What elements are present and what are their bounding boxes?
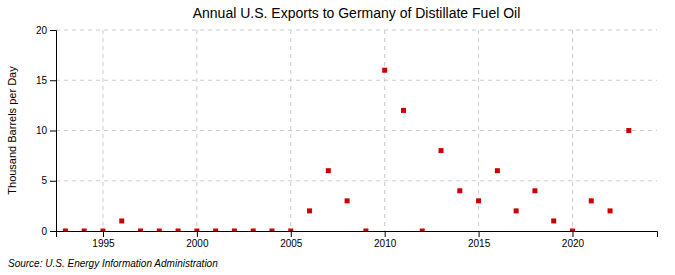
y-tick-mark <box>50 131 56 132</box>
grid-line-x <box>384 30 385 231</box>
grid-line-y <box>56 130 657 131</box>
point <box>307 208 312 213</box>
point <box>251 229 256 232</box>
y-axis: 0 5 10 15 20 <box>36 25 57 237</box>
points <box>63 68 631 231</box>
point <box>138 229 143 232</box>
x-tick: 2010 <box>374 231 397 249</box>
x-tick-mark <box>197 231 198 237</box>
point <box>194 229 199 232</box>
y-tick-label: 10 <box>36 125 48 136</box>
point <box>476 198 481 203</box>
x-tick: 2020 <box>562 231 585 249</box>
point <box>382 68 387 73</box>
point <box>363 229 368 232</box>
point <box>326 168 331 173</box>
title: Annual U.S. Exports to Germany of Distil… <box>193 5 521 21</box>
y-tick-mark <box>50 181 56 182</box>
point <box>608 208 613 213</box>
point <box>213 229 218 232</box>
point <box>345 198 350 203</box>
y-tick-mark <box>50 231 56 232</box>
y-tick-mark <box>50 30 56 31</box>
source: Source: U.S. Energy Information Administ… <box>8 258 218 269</box>
x-tick: 2000 <box>186 231 209 249</box>
point <box>589 198 594 203</box>
point <box>626 128 631 133</box>
y-tick: 20 <box>36 25 56 36</box>
grid-line-y <box>56 180 657 181</box>
point <box>401 108 406 113</box>
point <box>439 148 444 153</box>
x-tick: 2005 <box>280 231 303 249</box>
grid-line-x <box>572 30 573 231</box>
plot: 1995 2000 2005 2010 2015 2020 0 5 10 15 20 <box>36 25 658 249</box>
y-tick-label: 15 <box>36 75 48 86</box>
y-tick-label: 20 <box>36 25 48 36</box>
point <box>288 229 293 232</box>
y-tick: 0 <box>41 226 56 237</box>
y-tick: 5 <box>41 175 56 186</box>
grid-line-x <box>196 30 197 231</box>
point <box>551 218 556 223</box>
x-tick-mark <box>291 231 292 237</box>
x-tick: 1995 <box>92 231 115 249</box>
x-tick-label: 2015 <box>468 238 491 249</box>
x-tick-mark <box>572 231 573 237</box>
point <box>157 229 162 232</box>
point <box>570 229 575 232</box>
point <box>269 229 274 232</box>
point <box>82 229 87 232</box>
point <box>532 188 537 193</box>
y-tick-label: 0 <box>41 226 47 237</box>
grid-line-y <box>56 80 657 81</box>
y-tick-label: 5 <box>41 175 47 186</box>
point <box>176 229 181 232</box>
x-tick-label: 2005 <box>280 238 303 249</box>
grid-line-x <box>290 30 291 231</box>
x-tick-label: 2020 <box>562 238 585 249</box>
grid <box>56 30 657 231</box>
x-tick-mark <box>385 231 386 237</box>
point <box>420 229 425 232</box>
point <box>232 229 237 232</box>
grid-line-y <box>56 30 657 31</box>
x-axis: 1995 2000 2005 2010 2015 2020 <box>57 231 658 249</box>
y-tick: 10 <box>36 125 56 136</box>
y-axis-label: Thousand Barrels per Day <box>6 66 18 195</box>
point <box>119 218 124 223</box>
x-tick-mark <box>479 231 480 237</box>
x-tick: 2015 <box>468 231 491 249</box>
point <box>63 229 68 232</box>
y-axis-line <box>50 31 57 232</box>
y-tick: 15 <box>36 75 56 86</box>
x-tick-mark <box>103 231 104 237</box>
x-axis-line <box>57 232 658 238</box>
point <box>457 188 462 193</box>
point <box>495 168 500 173</box>
grid-line-x <box>102 30 103 231</box>
x-tick-label: 2010 <box>374 238 397 249</box>
x-tick-label: 2000 <box>186 238 209 249</box>
y-tick-mark <box>50 80 56 81</box>
point <box>100 229 105 232</box>
point <box>514 208 519 213</box>
x-tick-label: 1995 <box>92 238 115 249</box>
chart: 1995 2000 2005 2010 2015 2020 0 5 10 15 20 Annual U… <box>0 0 675 275</box>
